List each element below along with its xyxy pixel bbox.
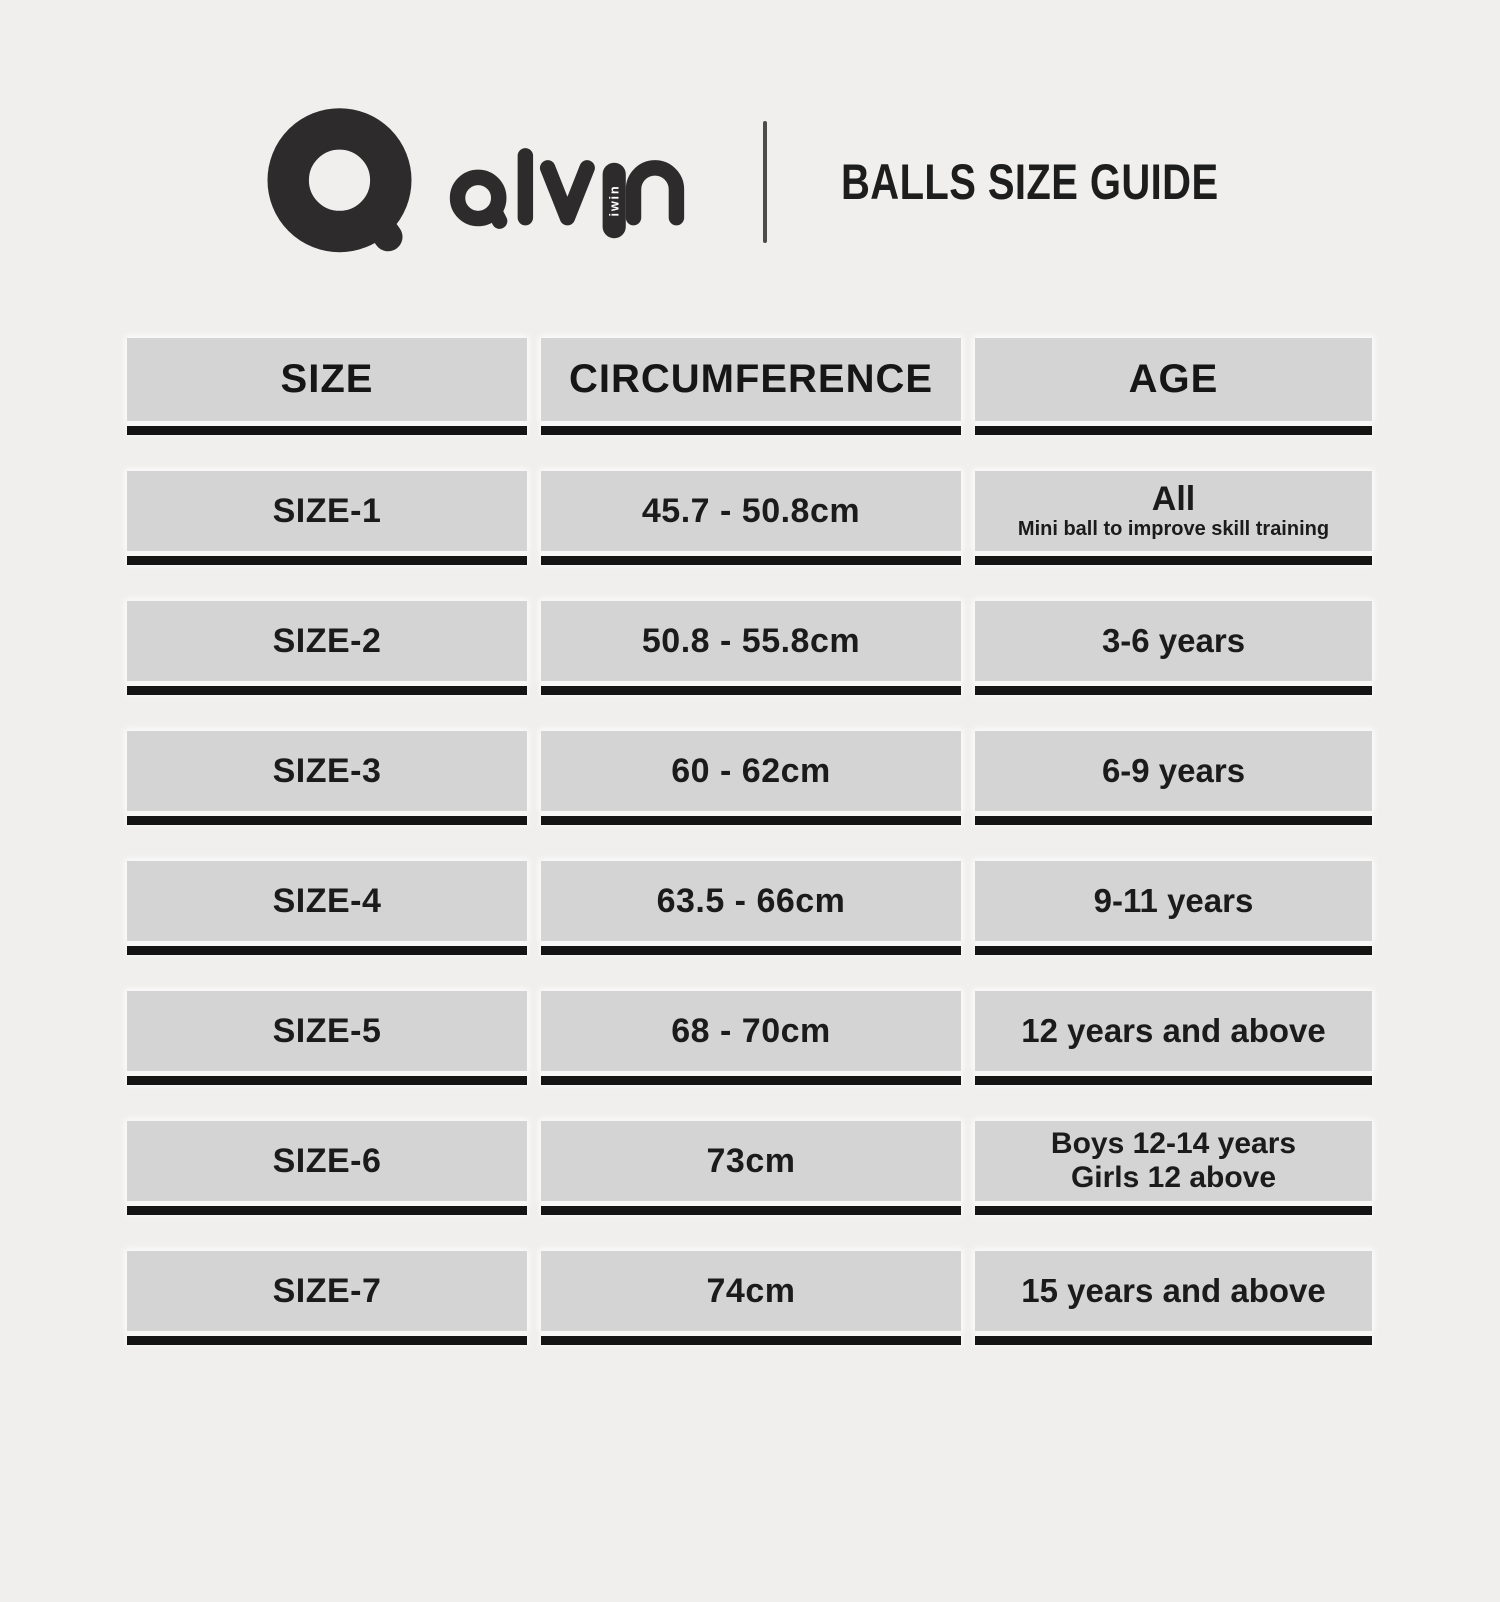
age-cell: 3-6 years: [975, 601, 1372, 695]
size-cell: SIZE-7: [127, 1251, 527, 1345]
header-cell-age: AGE: [975, 338, 1372, 435]
age-value: 3-6 years: [1101, 622, 1246, 659]
circumference-value: 50.8 - 55.8cm: [641, 621, 861, 660]
underline-bar: [127, 816, 527, 825]
table-row-size-2: SIZE-2 50.8 - 55.8cm 3-6 years: [127, 601, 1372, 695]
underline-bar: [975, 1076, 1372, 1085]
size-guide-table: SIZE CIRCUMFERENCE AGE SIZE-1 45.7 - 50.…: [127, 338, 1372, 1345]
underline-bar: [541, 426, 961, 435]
table-header-row: SIZE CIRCUMFERENCE AGE: [127, 338, 1372, 435]
age-value: All: [1151, 480, 1196, 519]
header-divider: [763, 121, 767, 243]
circumference-cell: 45.7 - 50.8cm: [541, 471, 961, 565]
circumference-cell: 50.8 - 55.8cm: [541, 601, 961, 695]
underline-bar: [541, 686, 961, 695]
underline-bar: [127, 1076, 527, 1085]
underline-bar: [975, 1206, 1372, 1215]
table-row-size-4: SIZE-4 63.5 - 66cm 9-11 years: [127, 861, 1372, 955]
size-value: SIZE-7: [272, 1271, 382, 1310]
size-value: SIZE-6: [272, 1141, 382, 1180]
table-row-size-5: SIZE-5 68 - 70cm 12 years and above: [127, 991, 1372, 1085]
size-cell: SIZE-5: [127, 991, 527, 1085]
underline-bar: [975, 426, 1372, 435]
size-cell: SIZE-4: [127, 861, 527, 955]
circumference-value: 68 - 70cm: [671, 1011, 831, 1050]
circumference-value: 73cm: [706, 1141, 796, 1180]
size-value: SIZE-2: [272, 621, 382, 660]
table-row-size-3: SIZE-3 60 - 62cm 6-9 years: [127, 731, 1372, 825]
age-cell: 15 years and above: [975, 1251, 1372, 1345]
size-value: SIZE-1: [272, 491, 382, 530]
size-cell: SIZE-6: [127, 1121, 527, 1215]
size-cell: SIZE-2: [127, 601, 527, 695]
age-cell: 12 years and above: [975, 991, 1372, 1085]
age-value: 6-9 years: [1101, 752, 1246, 789]
circumference-value: 60 - 62cm: [671, 751, 831, 790]
size-cell: SIZE-1: [127, 471, 527, 565]
size-value: SIZE-4: [272, 881, 382, 920]
age-value-line2: Girls 12 above: [1070, 1161, 1277, 1194]
header-cell-circumference: CIRCUMFERENCE: [541, 338, 961, 435]
age-value: 9-11 years: [1093, 882, 1254, 919]
underline-bar: [127, 686, 527, 695]
table-row-size-1: SIZE-1 45.7 - 50.8cm All Mini ball to im…: [127, 471, 1372, 565]
balls-size-guide-page: iwin BALLS SIZE GUIDE SIZE CIRCUMFERENCE…: [0, 102, 1500, 1602]
underline-bar: [541, 556, 961, 565]
column-header-size: SIZE: [280, 357, 374, 401]
age-value: Boys 12-14 years: [1050, 1126, 1297, 1160]
wordmark-i-pill: [602, 162, 626, 238]
header: iwin BALLS SIZE GUIDE: [0, 102, 1500, 262]
underline-bar: [975, 946, 1372, 955]
underline-bar: [975, 1336, 1372, 1345]
column-header-age: AGE: [1128, 357, 1219, 401]
underline-bar: [975, 816, 1372, 825]
underline-bar: [975, 556, 1372, 565]
underline-bar: [127, 1206, 527, 1215]
aivin-a-mark-icon: [267, 108, 412, 253]
underline-bar: [127, 946, 527, 955]
underline-bar: [127, 1336, 527, 1345]
aivin-wordmark: iwin: [449, 147, 685, 238]
circumference-cell: 60 - 62cm: [541, 731, 961, 825]
age-cell: All Mini ball to improve skill training: [975, 471, 1372, 565]
circumference-cell: 74cm: [541, 1251, 961, 1345]
age-cell: Boys 12-14 years Girls 12 above: [975, 1121, 1372, 1215]
age-value: 12 years and above: [1021, 1012, 1326, 1049]
circumference-cell: 63.5 - 66cm: [541, 861, 961, 955]
table-row-size-7: SIZE-7 74cm 15 years and above: [127, 1251, 1372, 1345]
underline-bar: [541, 946, 961, 955]
size-cell: SIZE-3: [127, 731, 527, 825]
age-cell: 9-11 years: [975, 861, 1372, 955]
circumference-cell: 73cm: [541, 1121, 961, 1215]
circumference-cell: 68 - 70cm: [541, 991, 961, 1085]
underline-bar: [541, 1076, 961, 1085]
page-title: BALLS SIZE GUIDE: [841, 154, 1219, 210]
header-cell-size: SIZE: [127, 338, 527, 435]
underline-bar: [127, 556, 527, 565]
underline-bar: [975, 686, 1372, 695]
underline-bar: [541, 1206, 961, 1215]
circumference-value: 63.5 - 66cm: [656, 881, 846, 920]
wordmark-inner-text: iwin: [607, 184, 622, 216]
underline-bar: [541, 816, 961, 825]
circumference-value: 45.7 - 50.8cm: [641, 491, 861, 530]
age-note: Mini ball to improve skill training: [1017, 517, 1330, 540]
size-value: SIZE-3: [272, 751, 382, 790]
size-value: SIZE-5: [272, 1011, 382, 1050]
column-header-circumference: CIRCUMFERENCE: [568, 357, 934, 401]
age-cell: 6-9 years: [975, 731, 1372, 825]
underline-bar: [127, 426, 527, 435]
age-value: 15 years and above: [1021, 1272, 1326, 1309]
circumference-value: 74cm: [706, 1271, 796, 1310]
brand-logo: iwin: [263, 101, 705, 263]
underline-bar: [541, 1336, 961, 1345]
table-row-size-6: SIZE-6 73cm Boys 12-14 years Girls 12 ab…: [127, 1121, 1372, 1215]
